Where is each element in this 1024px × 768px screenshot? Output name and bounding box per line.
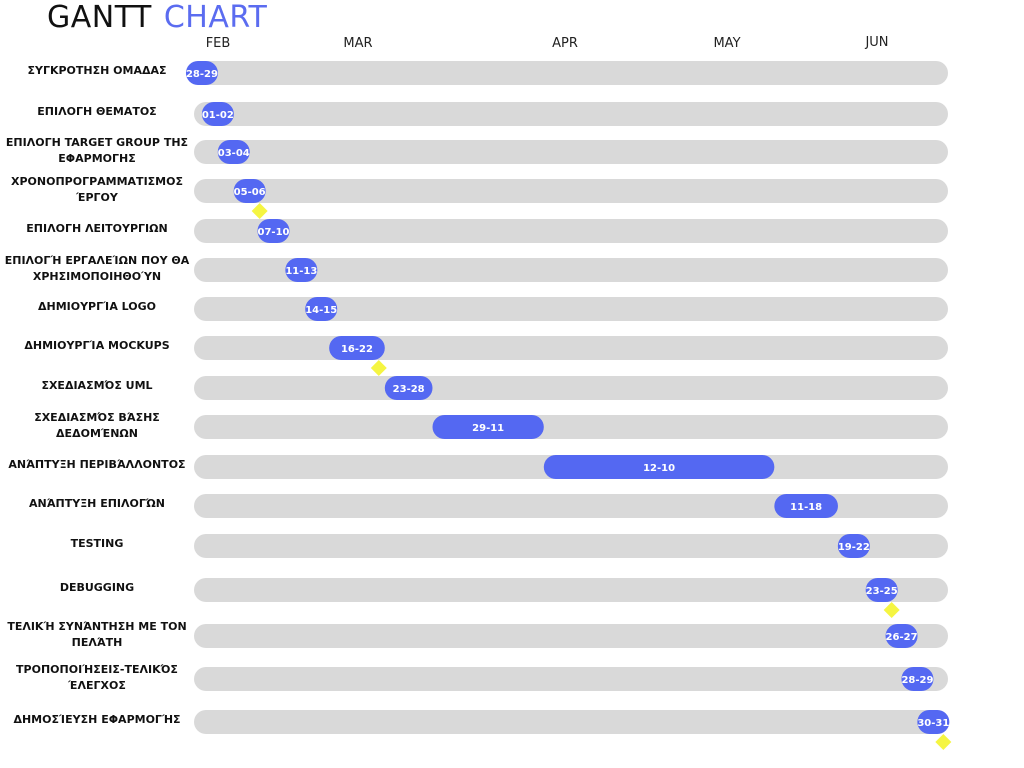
task-bar-label: 28-29	[186, 69, 218, 80]
task-label: ΕΠΙΛΟΓΗ TARGET GROUP ΤΗΣ ΕΦΑΡΜΟΓΗΣ	[5, 136, 189, 165]
task-label: ΤΕΛΙΚΉ ΣΥΝΆΝΤΗΣΗ ΜΕ ΤΟΝ ΠΕΛΆΤΗ	[7, 620, 187, 649]
task-label: ΕΠΙΛΟΓΗ ΘΕΜΑΤΟΣ	[37, 105, 157, 118]
task-bar	[257, 219, 290, 243]
task-track	[194, 667, 948, 691]
task-bar-label: 01-02	[202, 110, 234, 121]
task-bar-label: 03-04	[218, 148, 250, 159]
task-track	[194, 415, 948, 439]
task-label: DEBUGGING	[59, 581, 135, 594]
task-bar	[217, 140, 250, 164]
task-track	[194, 710, 948, 734]
task-track	[194, 102, 948, 126]
month-label: FEB	[206, 36, 231, 51]
task-bar-label: 23-28	[393, 384, 425, 395]
task-bar	[774, 494, 838, 518]
task-track	[194, 494, 948, 518]
task-track	[194, 578, 948, 602]
task-track	[194, 61, 948, 85]
task-bar-label: 11-13	[285, 266, 317, 277]
task-bar	[917, 710, 950, 734]
task-label: ΣΥΓΚΡΟΤΗΣΗ ΟΜΑΔΑΣ	[27, 64, 167, 77]
task-label: ΔΗΜΙΟΥΡΓΊΑ MOCKUPS	[24, 339, 170, 352]
milestone-diamond	[883, 602, 900, 618]
task-track	[194, 376, 948, 400]
month-label: MAR	[343, 36, 372, 51]
task-label: ΕΠΙΛΟΓΗ ΛΕΙΤΟΥΡΓΙΩΝ	[26, 222, 168, 235]
task-bar-label: 16-22	[341, 344, 373, 355]
task-track	[194, 336, 948, 360]
task-bar	[185, 61, 218, 85]
task-bar	[901, 667, 934, 691]
task-bar	[329, 336, 385, 360]
task-bar	[285, 258, 318, 282]
chart-title: GANTT CHART	[47, 0, 267, 35]
task-label: ΕΠΙΛΟΓΉ ΕΡΓΑΛΕΊΩΝ ΠΟΥ ΘΑ ΧΡΗΣΙΜΟΠΟΙΗΘΟΎΝ	[4, 254, 190, 283]
task-bar-label: 29-11	[472, 423, 504, 434]
milestone-diamond	[370, 360, 387, 376]
task-bar	[201, 102, 234, 126]
task-bar	[543, 455, 775, 479]
task-track	[194, 297, 948, 321]
task-bar-label: 14-15	[305, 305, 337, 316]
title-word-chart: CHART	[163, 0, 268, 35]
task-label: ΣΧΕΔΙΑΣΜΌΣ ΒΆΣΗΣ ΔΕΔΟΜΈΝΩΝ	[34, 411, 160, 440]
task-track	[194, 258, 948, 282]
task-bar	[865, 578, 898, 602]
task-bar	[233, 179, 266, 203]
task-bar	[837, 534, 870, 558]
task-bar-label: 05-06	[234, 187, 266, 198]
task-label: TESTING	[70, 537, 124, 550]
month-label: MAY	[713, 36, 740, 51]
task-bar-label: 12-10	[643, 463, 675, 474]
task-label: ΤΡΟΠΟΠΟΙΉΣΕΙΣ-ΤΕΛΙΚΌΣ ΈΛΕΓΧΟΣ	[16, 663, 178, 692]
task-bar	[885, 624, 918, 648]
title-word-gantt: GANTT	[47, 0, 152, 35]
task-bar-label: 30-31	[917, 718, 949, 729]
month-label: APR	[552, 36, 578, 51]
milestone-diamond	[251, 203, 268, 219]
task-label: ΑΝΆΠΤΥΞΗ ΕΠΙΛΟΓΏΝ	[29, 497, 165, 510]
task-bar-label: 11-18	[790, 502, 822, 513]
task-bar	[305, 297, 338, 321]
task-track	[194, 534, 948, 558]
task-bar-label: 28-29	[901, 675, 933, 686]
task-bar	[384, 376, 433, 400]
task-track	[194, 140, 948, 164]
task-bar-label: 26-27	[886, 632, 918, 643]
task-label: ΣΧΕΔΙΑΣΜΌΣ UML	[41, 379, 153, 392]
task-track	[194, 179, 948, 203]
task-bar-label: 19-22	[838, 542, 870, 553]
task-label: ΔΗΜΟΣΊΕΥΣΗ ΕΦΑΡΜΟΓΉΣ	[13, 713, 181, 726]
task-track	[194, 624, 948, 648]
task-bar-label: 07-10	[258, 227, 290, 238]
task-bar	[432, 415, 544, 439]
task-track	[194, 219, 948, 243]
task-bar-label: 23-25	[866, 586, 898, 597]
task-label: ΑΝΆΠΤΥΞΗ ΠΕΡΙΒΆΛΛΟΝΤΟΣ	[8, 458, 186, 471]
month-label: JUN	[864, 35, 888, 50]
task-label: ΧΡΟΝΟΠΡΟΓΡΑΜΜΑΤΙΣΜΟΣ ΈΡΓΟΥ	[11, 175, 183, 204]
task-label: ΔΗΜΙΟΥΡΓΊΑ LOGO	[37, 300, 157, 313]
milestone-diamond	[935, 734, 952, 750]
